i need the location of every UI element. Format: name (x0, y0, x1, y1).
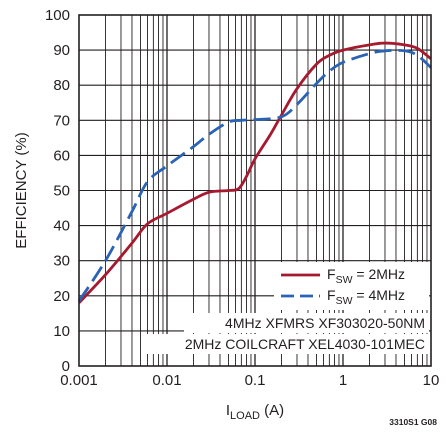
x-tick-label: 0.001 (60, 372, 98, 389)
legend-label-2mhz: FSW = 2MHz (327, 266, 405, 286)
y-tick-label: 70 (53, 112, 70, 129)
legend-label-4mhz-rest: = 4MHz (352, 287, 405, 303)
legend-label-4mhz: FSW = 4MHz (327, 287, 405, 307)
x-tick-label: 0.1 (245, 372, 266, 389)
legend-label-4mhz-sub: SW (336, 295, 353, 307)
annotation-box: 4MHz XFMRS XF303020-50NM 2MHz COILCRAFT … (147, 313, 429, 354)
x-axis-label-unit: (A) (260, 402, 284, 419)
legend-label-4mhz-main: F (327, 287, 336, 303)
y-tick-label: 10 (53, 323, 70, 340)
series-line-2mhz (77, 41, 432, 304)
y-tick-label: 40 (53, 218, 70, 235)
y-tick-label: 0 (62, 358, 70, 375)
x-axis-label-sub: LOAD (230, 410, 260, 422)
x-tick-labels: 0.001 0.01 0.1 1 10 (60, 372, 439, 389)
x-tick-label: 10 (423, 372, 440, 389)
legend: FSW = 2MHz FSW = 4MHz (274, 262, 429, 310)
y-tick-label: 80 (53, 77, 70, 94)
figure-code: 3310S1 G08 (389, 417, 437, 427)
x-tick-label: 1 (339, 372, 347, 389)
y-tick-label: 60 (53, 147, 70, 164)
y-axis-label: EFFICIENCY (%) (13, 132, 30, 248)
series-group (77, 41, 432, 304)
y-tick-label: 30 (53, 253, 70, 270)
legend-background (274, 262, 429, 310)
y-tick-label: 20 (53, 288, 70, 305)
annotation-coilcraft: 2MHz COILCRAFT XEL4030-101MEC (185, 336, 425, 352)
y-tick-label: 50 (53, 183, 70, 200)
annotation-background-0 (184, 313, 429, 333)
legend-label-2mhz-main: F (327, 266, 336, 282)
annotation-background-1 (147, 334, 429, 354)
series-line-4mhz (77, 48, 432, 302)
y-tick-label: 90 (53, 42, 70, 59)
plot-frame (78, 14, 432, 367)
legend-label-2mhz-sub: SW (336, 274, 353, 286)
y-tick-label: 100 (45, 7, 70, 24)
y-tick-labels: 0 10 20 30 40 50 60 70 80 90 100 (45, 7, 70, 375)
x-tick-label: 0.01 (152, 372, 181, 389)
annotation-xfmrs: 4MHz XFMRS XF303020-50NM (225, 315, 425, 331)
x-axis-label: ILOAD (A) (226, 402, 284, 422)
legend-label-2mhz-rest: = 2MHz (352, 266, 405, 282)
x-axis-label-main: I (226, 402, 230, 419)
